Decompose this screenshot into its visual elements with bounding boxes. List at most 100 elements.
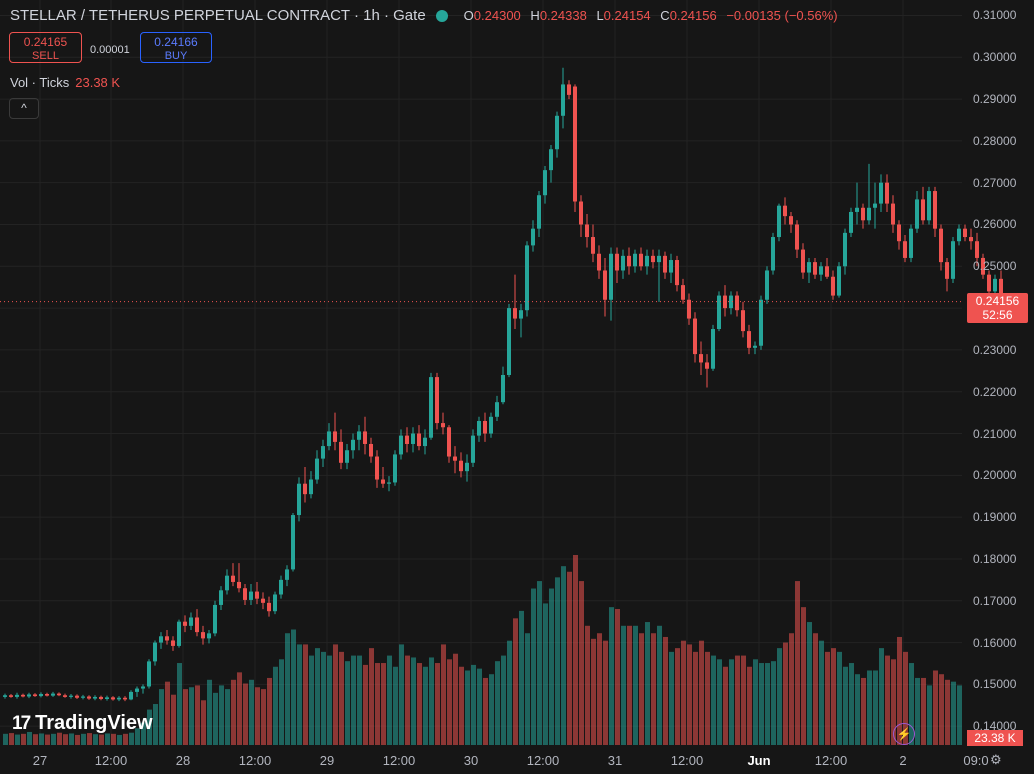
low-value: 0.24154: [603, 8, 651, 23]
symbol-title[interactable]: STELLAR / TETHERUS PERPETUAL CONTRACT · …: [10, 7, 426, 24]
volume-bar: [531, 588, 536, 745]
candle-body: [759, 299, 763, 346]
volume-bar: [69, 733, 74, 745]
candle: [357, 425, 361, 451]
volume-bar: [231, 679, 236, 745]
candle: [939, 224, 943, 271]
tradingview-logo[interactable]: 17 TradingView: [12, 712, 153, 735]
candle: [93, 695, 97, 701]
candle: [129, 690, 133, 701]
volume-bar: [357, 655, 362, 745]
candle: [831, 270, 835, 300]
volume-bar: [549, 588, 554, 745]
candle-body: [729, 295, 733, 309]
candle: [321, 439, 325, 467]
volume-bar: [483, 677, 488, 745]
candle-body: [111, 697, 115, 700]
volume-bar: [147, 709, 152, 745]
volume-bar: [657, 625, 662, 745]
volume-legend[interactable]: Vol · Ticks 23.38 K: [10, 75, 120, 90]
chevron-up-icon: ^: [21, 101, 27, 115]
volume-bar: [639, 633, 644, 745]
high-key: H: [530, 8, 540, 23]
candle-body: [123, 697, 127, 700]
candle: [603, 257, 607, 317]
candle: [873, 182, 877, 229]
candle: [195, 609, 199, 637]
candle-body: [231, 575, 235, 582]
volume-bar: [261, 689, 266, 745]
candle-body: [825, 266, 829, 277]
candle-body: [291, 515, 295, 570]
volume-bar: [291, 629, 296, 745]
candle: [183, 615, 187, 633]
candle: [393, 450, 397, 486]
candle: [693, 312, 697, 363]
candle: [807, 257, 811, 284]
open-key: O: [463, 8, 474, 23]
buy-button[interactable]: 0.24166 BUY: [140, 32, 212, 63]
candle-body: [699, 354, 703, 363]
volume-bar: [255, 687, 260, 745]
candle-body: [405, 435, 409, 444]
candle: [201, 625, 205, 645]
volume-bar: [63, 734, 68, 745]
candle: [429, 372, 433, 440]
volume-bar: [339, 651, 344, 745]
volume-bar: [771, 661, 776, 745]
volume-bar: [321, 651, 326, 745]
candle: [279, 575, 283, 599]
candle-body: [255, 591, 259, 599]
candle: [789, 211, 793, 233]
candle: [567, 80, 571, 100]
candle-body: [765, 270, 769, 300]
candle: [141, 684, 145, 694]
volume-bar: [861, 677, 866, 745]
candle-body: [303, 483, 307, 495]
ohlc-readout: O0.24300 H0.24338 L0.24154 C0.24156 −0.0…: [458, 8, 838, 23]
candle: [351, 433, 355, 459]
candle-body: [525, 245, 529, 311]
candle-body: [747, 331, 751, 348]
candle-body: [633, 253, 637, 267]
sell-button[interactable]: 0.24165 SELL: [9, 32, 82, 63]
volume-bar: [885, 655, 890, 745]
candle: [627, 247, 631, 275]
volume-bar: [123, 733, 128, 745]
candle: [951, 237, 955, 284]
candle-body: [843, 232, 847, 267]
volume-bar: [9, 733, 14, 745]
candle: [555, 111, 559, 158]
candle: [261, 592, 265, 610]
time-axis-label: 27: [32, 753, 48, 768]
close-key: C: [660, 8, 670, 23]
candle-body: [663, 255, 667, 273]
volume-bar: [345, 661, 350, 745]
candle-body: [81, 696, 85, 698]
collapse-indicators-button[interactable]: ^: [9, 98, 39, 119]
candle-body: [951, 241, 955, 279]
candle: [159, 632, 163, 649]
lightning-icon[interactable]: ⚡: [893, 723, 915, 745]
candle: [51, 691, 55, 697]
gear-icon[interactable]: ⚙: [990, 752, 1002, 767]
candle: [861, 203, 865, 229]
candle: [75, 694, 79, 700]
volume-bar: [921, 677, 926, 745]
candle-body: [237, 581, 241, 589]
candle: [243, 584, 247, 605]
candle-body: [687, 299, 691, 319]
volume-bar: [507, 640, 512, 745]
candle: [483, 412, 487, 442]
candle: [411, 427, 415, 453]
candle: [615, 247, 619, 284]
volume-bar: [495, 661, 500, 745]
volume-bar: [579, 581, 584, 745]
candle-body: [225, 575, 229, 591]
volume-bar: [501, 655, 506, 745]
candle-body: [981, 257, 985, 275]
candle-body: [345, 450, 349, 463]
time-axis-label: 29: [319, 753, 335, 768]
candle: [927, 186, 931, 225]
